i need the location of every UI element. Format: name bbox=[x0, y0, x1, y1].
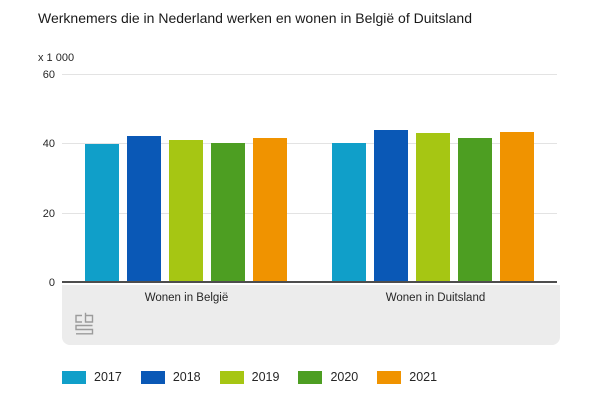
y-axis-unit-label: x 1 000 bbox=[38, 52, 75, 64]
gridline-40 bbox=[62, 143, 557, 145]
x-axis-line bbox=[62, 281, 557, 283]
x-axis-band: Wonen in België Wonen in Duitsland bbox=[62, 285, 560, 345]
bar-2017-group-2 bbox=[332, 142, 367, 283]
legend-label-2019: 2019 bbox=[251, 370, 280, 384]
category-label-2: Wonen in Duitsland bbox=[385, 292, 486, 304]
category-labels: Wonen in België Wonen in Duitsland bbox=[62, 292, 560, 304]
legend-item-2018: 2018 bbox=[140, 370, 201, 384]
legend-item-2020: 2020 bbox=[298, 370, 358, 384]
gridline-60 bbox=[62, 74, 557, 75]
cbs-logo bbox=[73, 312, 95, 343]
bar-2019-group-1 bbox=[168, 140, 203, 283]
bar-group-1 bbox=[62, 75, 310, 283]
bar-2021-group-1 bbox=[252, 138, 287, 283]
bar-2021-group-2 bbox=[500, 131, 535, 283]
y-tick-label-0: 0 bbox=[48, 277, 55, 289]
y-tick-label-20: 20 bbox=[42, 207, 55, 220]
legend-swatch-2021 bbox=[377, 370, 402, 384]
bar-groups bbox=[62, 75, 557, 283]
legend-label-2021: 2021 bbox=[409, 370, 438, 384]
y-tick-label-40: 40 bbox=[42, 138, 55, 151]
gridline-20 bbox=[62, 212, 557, 214]
y-axis-labels: 0 20 40 60 bbox=[0, 69, 55, 289]
legend: 2017 2018 2019 2020 2021 bbox=[62, 370, 437, 384]
chart-title: Werknemers die in Nederland werken en wo… bbox=[38, 10, 472, 26]
y-tick-label-60: 60 bbox=[42, 69, 55, 81]
legend-label-2020: 2020 bbox=[330, 370, 359, 384]
bar-2020-group-2 bbox=[458, 137, 493, 283]
legend-label-2018: 2018 bbox=[172, 370, 201, 384]
bar-2019-group-2 bbox=[416, 133, 451, 283]
bar-2018-group-2 bbox=[374, 129, 409, 283]
bar-group-2 bbox=[310, 75, 558, 283]
legend-swatch-2019 bbox=[219, 370, 244, 384]
legend-swatch-2017 bbox=[62, 370, 86, 384]
bar-2017-group-1 bbox=[84, 144, 119, 283]
plot-area bbox=[62, 74, 557, 283]
category-label-1: Wonen in België bbox=[144, 292, 229, 304]
legend-label-2017: 2017 bbox=[94, 370, 122, 384]
legend-swatch-2020 bbox=[298, 370, 323, 384]
legend-item-2019: 2019 bbox=[219, 370, 280, 384]
bar-2020-group-1 bbox=[210, 142, 245, 283]
legend-item-2021: 2021 bbox=[377, 370, 437, 384]
legend-swatch-2018 bbox=[140, 370, 165, 384]
legend-item-2017: 2017 bbox=[62, 370, 122, 384]
bar-2018-group-1 bbox=[126, 136, 161, 283]
